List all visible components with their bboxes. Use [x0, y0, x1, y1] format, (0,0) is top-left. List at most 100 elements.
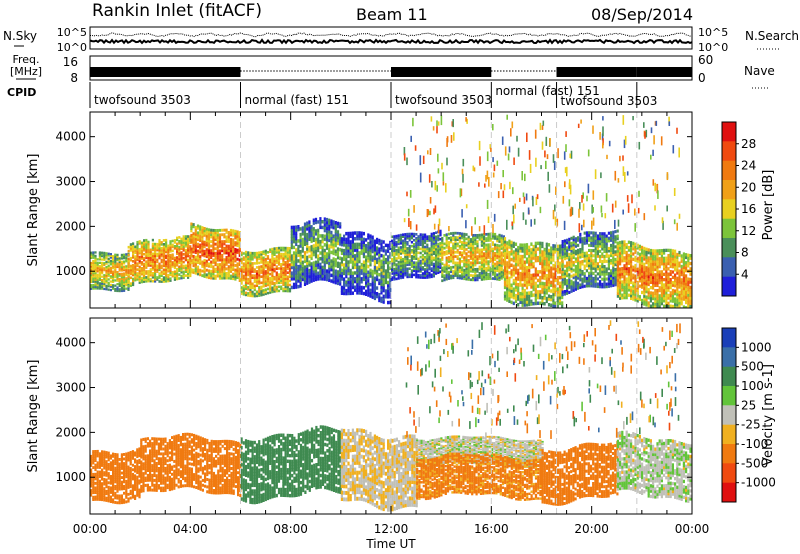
range-gate-cell — [632, 268, 635, 272]
range-gate-cell — [114, 253, 117, 256]
range-gate-cell — [120, 274, 123, 277]
range-gate-cell — [358, 242, 361, 247]
range-gate-cell — [299, 238, 302, 243]
range-gate-cell — [478, 248, 481, 252]
range-gate-cell — [180, 247, 183, 250]
range-gate-cell — [123, 255, 126, 258]
range-gate-cell — [525, 246, 529, 250]
range-gate-cell — [483, 277, 486, 281]
range-gate-cell — [138, 240, 141, 243]
range-gate-cell — [303, 265, 307, 269]
range-gate-cell — [221, 228, 224, 232]
range-gate-cell — [369, 234, 372, 238]
range-gate-cell — [607, 264, 610, 268]
range-gate-cell — [187, 241, 190, 244]
range-gate-cell — [282, 263, 285, 266]
range-gate-cell — [545, 279, 548, 284]
range-gate-cell — [413, 265, 416, 268]
range-gate-cell — [647, 266, 650, 271]
range-gate-cell — [649, 291, 652, 295]
range-gate-cell — [603, 247, 606, 251]
range-gate-cell — [572, 276, 575, 280]
range-gate-cell — [512, 295, 515, 300]
range-gate-cell — [212, 249, 215, 253]
range-gate-cell — [196, 254, 200, 258]
range-gate-cell — [514, 242, 518, 246]
range-gate-cell — [558, 301, 562, 306]
range-gate-cell — [292, 225, 296, 230]
range-gate-cell — [140, 251, 143, 254]
range-gate-cell — [303, 271, 307, 275]
range-gate-cell — [454, 238, 457, 241]
range-gate-cell — [594, 267, 597, 271]
range-gate-cell — [340, 260, 343, 264]
range-gate-cell — [189, 249, 192, 252]
range-gate-cell — [452, 236, 455, 239]
range-gate-cell — [349, 277, 352, 281]
range-gate-cell — [310, 273, 313, 278]
range-gate-cell — [408, 259, 411, 262]
range-gate-cell — [610, 254, 613, 258]
range-gate-cell — [221, 256, 224, 260]
range-gate-cell — [577, 274, 580, 278]
range-gate-cell — [503, 240, 507, 244]
range-gate-cell — [563, 269, 566, 273]
range-gate-cell — [255, 292, 259, 296]
range-gate-cell — [176, 236, 179, 240]
range-gate-cell — [530, 282, 533, 286]
range-gate-cell — [210, 251, 213, 255]
range-gate-cell — [182, 253, 185, 256]
range-gate-cell — [430, 247, 433, 250]
range-gate-cell — [306, 238, 309, 243]
range-gate-cell — [428, 249, 431, 252]
range-gate-cell — [667, 275, 670, 279]
range-gate-cell — [205, 273, 208, 277]
range-gate-cell — [332, 237, 335, 241]
range-gate-cell — [244, 287, 248, 291]
range-gate-cell — [173, 258, 176, 262]
range-gate-cell — [523, 266, 526, 270]
range-gate-cell — [90, 263, 93, 266]
range-gate-cell — [201, 274, 204, 278]
range-gate-cell — [577, 256, 580, 260]
range-gate-cell — [180, 237, 183, 241]
range-gate-cell — [218, 228, 222, 232]
range-gate-cell — [180, 276, 183, 280]
range-gate-cell — [123, 257, 126, 260]
range-gate-cell — [458, 240, 461, 244]
range-gate-cell — [678, 296, 681, 300]
range-gate-cell — [199, 255, 202, 258]
range-gate-cell — [120, 267, 123, 270]
range-gate-cell — [328, 227, 331, 231]
range-gate-cell — [136, 252, 139, 256]
range-gate-cell — [297, 253, 300, 257]
range-gate-cell — [330, 259, 333, 263]
range-gate-cell — [663, 278, 666, 282]
range-gate-cell — [491, 277, 494, 280]
range-gate-cell — [271, 288, 274, 292]
range-gate-cell — [339, 267, 342, 272]
range-gate-cell — [550, 249, 553, 253]
range-gate-cell — [450, 270, 453, 274]
range-gate-cell — [417, 261, 420, 265]
range-gate-cell — [240, 259, 243, 263]
range-gate-cell — [614, 260, 617, 264]
range-gate-cell — [530, 248, 533, 252]
range-gate-cell — [413, 253, 416, 256]
range-gate-cell — [404, 265, 407, 269]
range-gate-cell — [232, 245, 235, 249]
range-gate-cell — [671, 270, 674, 274]
range-gate-cell — [489, 236, 492, 240]
range-gate-cell — [579, 253, 582, 257]
range-gate-cell — [334, 278, 337, 282]
range-gate-cell — [112, 280, 115, 283]
range-gate-cell — [299, 227, 302, 231]
range-gate-cell — [421, 239, 424, 243]
range-gate-cell — [297, 250, 300, 255]
range-gate-cell — [216, 274, 219, 278]
range-gate-cell — [601, 277, 604, 281]
range-gate-cell — [275, 271, 278, 275]
range-gate-cell — [638, 284, 641, 288]
range-gate-cell — [151, 274, 154, 277]
range-gate-cell — [340, 257, 343, 261]
